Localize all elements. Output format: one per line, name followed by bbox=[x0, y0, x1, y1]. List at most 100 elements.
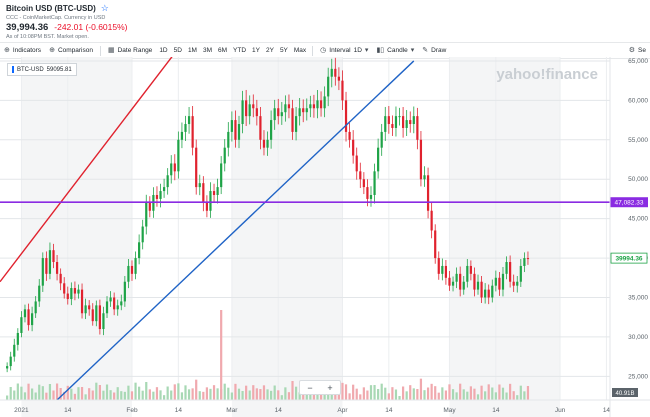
star-icon[interactable]: ☆ bbox=[100, 2, 109, 13]
candle-body[interactable] bbox=[394, 116, 398, 128]
candle-body[interactable] bbox=[366, 187, 369, 199]
candle-body[interactable] bbox=[309, 104, 312, 109]
candle-body[interactable] bbox=[305, 108, 308, 113]
candle-body[interactable] bbox=[348, 131, 351, 140]
candle-body[interactable] bbox=[84, 305, 87, 314]
candle-body[interactable] bbox=[177, 139, 180, 172]
chart-legend[interactable]: BTC-USD 59095.81 bbox=[7, 63, 77, 76]
candle-body[interactable] bbox=[262, 139, 266, 148]
candle-body[interactable] bbox=[344, 100, 348, 132]
candle-body[interactable] bbox=[509, 262, 512, 282]
candle-body[interactable] bbox=[159, 191, 162, 199]
candle-body[interactable] bbox=[312, 104, 316, 109]
candle-body[interactable] bbox=[437, 258, 440, 274]
candle-body[interactable] bbox=[202, 183, 205, 203]
candle-body[interactable] bbox=[120, 301, 123, 306]
candle-body[interactable] bbox=[355, 155, 358, 172]
candle-body[interactable] bbox=[412, 116, 415, 125]
candle-body[interactable] bbox=[526, 258, 530, 260]
candle-body[interactable] bbox=[162, 187, 166, 192]
candle-body[interactable] bbox=[138, 242, 141, 259]
candle-body[interactable] bbox=[252, 104, 255, 109]
candle-body[interactable] bbox=[127, 265, 130, 282]
candle-body[interactable] bbox=[298, 108, 301, 117]
interval-button[interactable]: ◷ Interval 1D ▾ bbox=[320, 47, 369, 54]
candle-body[interactable] bbox=[441, 265, 444, 274]
range-button-1m[interactable]: 1M bbox=[187, 47, 197, 54]
candle-body[interactable] bbox=[487, 289, 490, 298]
candle-body[interactable] bbox=[455, 273, 458, 282]
candle-body[interactable] bbox=[352, 139, 355, 156]
candle-body[interactable] bbox=[80, 289, 84, 314]
candle-body[interactable] bbox=[220, 163, 223, 188]
candle-body[interactable] bbox=[95, 305, 98, 322]
candle-body[interactable] bbox=[519, 265, 522, 282]
comparison-button[interactable]: ⊕ Comparison bbox=[49, 47, 93, 54]
candle-body[interactable] bbox=[451, 281, 455, 286]
candle-body[interactable] bbox=[41, 258, 44, 286]
candle-body[interactable] bbox=[501, 273, 505, 290]
candle-body[interactable] bbox=[426, 175, 430, 211]
candle-body[interactable] bbox=[466, 265, 469, 282]
candle-body[interactable] bbox=[66, 293, 69, 300]
candle-body[interactable] bbox=[88, 305, 91, 310]
candle-body[interactable] bbox=[294, 116, 298, 132]
candle-body[interactable] bbox=[48, 250, 52, 274]
candle-body[interactable] bbox=[212, 191, 216, 195]
candle-body[interactable] bbox=[13, 344, 16, 357]
candle-body[interactable] bbox=[384, 116, 387, 132]
draw-button[interactable]: ✎ Draw bbox=[422, 47, 447, 54]
candle-body[interactable] bbox=[63, 283, 66, 294]
candle-body[interactable] bbox=[130, 265, 134, 274]
candle-body[interactable] bbox=[38, 285, 41, 302]
candle-body[interactable] bbox=[419, 139, 423, 180]
candle-body[interactable] bbox=[223, 147, 226, 164]
candle-body[interactable] bbox=[52, 250, 55, 263]
candle-body[interactable] bbox=[380, 131, 383, 148]
candle-body[interactable] bbox=[459, 273, 462, 290]
range-button-3m[interactable]: 3M bbox=[202, 47, 212, 54]
candle-body[interactable] bbox=[170, 163, 173, 176]
candle-body[interactable] bbox=[409, 120, 412, 125]
candle-body[interactable] bbox=[369, 194, 373, 199]
candle-body[interactable] bbox=[316, 100, 319, 109]
range-button-6m[interactable]: 6M bbox=[218, 47, 228, 54]
candle-body[interactable] bbox=[184, 124, 187, 132]
candle-body[interactable] bbox=[491, 285, 494, 298]
range-button-1d[interactable]: 1D bbox=[159, 47, 168, 54]
candle-body[interactable] bbox=[434, 230, 437, 259]
candle-body[interactable] bbox=[205, 202, 209, 211]
settings-button[interactable]: ⚙ Se bbox=[628, 47, 646, 54]
indicators-button[interactable]: ⊕ Indicators bbox=[4, 47, 42, 54]
candle-body[interactable] bbox=[498, 277, 501, 290]
candle-body[interactable] bbox=[430, 210, 433, 231]
candle-body[interactable] bbox=[30, 313, 34, 326]
candle-body[interactable] bbox=[248, 104, 251, 117]
candle-body[interactable] bbox=[323, 96, 326, 109]
candle-body[interactable] bbox=[341, 80, 344, 101]
candle-body[interactable] bbox=[444, 265, 448, 278]
candle-body[interactable] bbox=[523, 258, 526, 266]
candle-body[interactable] bbox=[245, 100, 248, 117]
range-button-ytd[interactable]: YTD bbox=[233, 47, 247, 54]
candle-body[interactable] bbox=[266, 139, 269, 148]
candle-body[interactable] bbox=[284, 104, 287, 113]
candle-body[interactable] bbox=[362, 179, 365, 188]
candle-body[interactable] bbox=[255, 108, 258, 117]
candle-body[interactable] bbox=[494, 277, 497, 286]
candle-body[interactable] bbox=[405, 120, 408, 128]
range-button-5d[interactable]: 5D bbox=[173, 47, 182, 54]
candle-body[interactable] bbox=[105, 301, 109, 314]
range-button-5y[interactable]: 5Y bbox=[279, 47, 288, 54]
chart-type-button[interactable]: ▮▯ Candle ▾ bbox=[376, 47, 415, 54]
candle-body[interactable] bbox=[145, 202, 148, 227]
candle-body[interactable] bbox=[473, 273, 476, 290]
candle-body[interactable] bbox=[241, 100, 244, 125]
candle-body[interactable] bbox=[401, 116, 405, 128]
candle-body[interactable] bbox=[77, 289, 80, 294]
candle-body[interactable] bbox=[187, 116, 191, 125]
candle-body[interactable] bbox=[334, 68, 337, 77]
candle-body[interactable] bbox=[302, 108, 305, 113]
candle-body[interactable] bbox=[155, 194, 159, 199]
candle-body[interactable] bbox=[327, 76, 330, 97]
